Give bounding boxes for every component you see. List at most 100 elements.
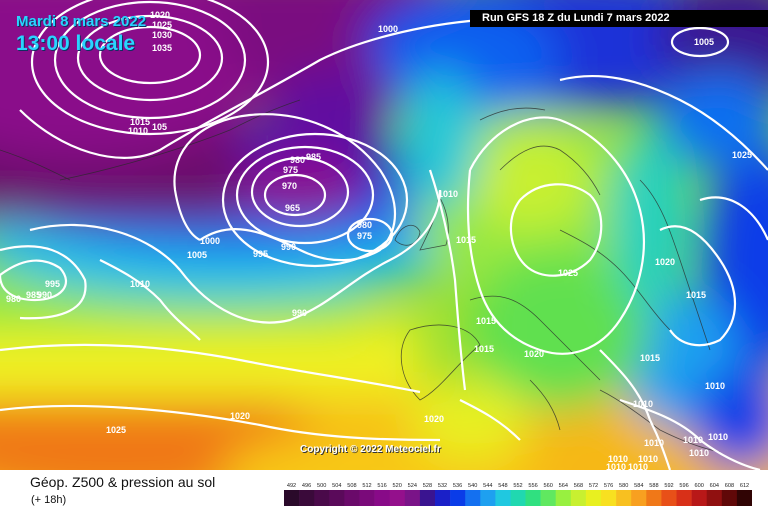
model-run-label: Run GFS 18 Z du Lundi 7 mars 2022 — [470, 10, 768, 27]
scale-tick-label: 532 — [438, 483, 447, 489]
isobar-label: 1015 — [456, 235, 476, 245]
scale-swatch — [360, 490, 375, 506]
scale-tick-label: 576 — [604, 483, 613, 489]
scale-swatch — [707, 490, 722, 506]
scale-tick-label: 516 — [377, 483, 386, 489]
isobar-label: 1000 — [200, 236, 220, 246]
scale-swatch — [329, 490, 344, 506]
scale-tick-label: 492 — [287, 483, 296, 489]
scale-swatch — [405, 490, 420, 506]
scale-tick-label: 548 — [498, 483, 507, 489]
scale-tick-label: 600 — [695, 483, 704, 489]
scale-tick-label: 556 — [528, 483, 537, 489]
scale-tick-label: 604 — [710, 483, 719, 489]
color-scale-tick-labels: 492 496 500 504 508 512 516 520 524 528 532 536 540 5… — [287, 483, 749, 489]
scale-tick-label: 520 — [393, 483, 402, 489]
scale-swatch — [299, 490, 314, 506]
isobar-label: 1005 — [187, 250, 207, 260]
scale-swatch — [420, 490, 435, 506]
scale-swatch — [435, 490, 450, 506]
isobar-label: 990 — [37, 290, 52, 300]
scale-swatch — [692, 490, 707, 506]
isobar-label: 975 — [283, 165, 298, 175]
scale-swatch — [737, 490, 752, 506]
scale-tick-label: 528 — [423, 483, 432, 489]
scale-tick-label: 572 — [589, 483, 598, 489]
isobar-label: 980 — [6, 294, 21, 304]
isobar-label: 980 — [357, 220, 372, 230]
scale-swatch — [601, 490, 616, 506]
isobar-label: 970 — [282, 181, 297, 191]
isobar-label: 1020 — [150, 10, 170, 20]
isobar-label: 995 — [253, 249, 268, 259]
scale-swatch — [586, 490, 601, 506]
scale-swatch — [616, 490, 631, 506]
scale-swatch — [722, 490, 737, 506]
isobar-label: 1025 — [558, 268, 578, 278]
isobar-label: 1010 — [683, 435, 703, 445]
forecast-time: 13:00 locale — [16, 33, 135, 55]
isobar-label: 105 — [152, 122, 167, 132]
isobar-label: 1015 — [476, 316, 496, 326]
scale-swatch — [450, 490, 465, 506]
isobar-label: 1015 — [474, 344, 494, 354]
scale-tick-label: 580 — [619, 483, 628, 489]
isobar-label: 1020 — [524, 349, 544, 359]
scale-swatch — [556, 490, 571, 506]
scale-tick-label: 592 — [664, 483, 673, 489]
scale-swatch — [465, 490, 480, 506]
scale-tick-label: 524 — [408, 483, 417, 489]
isobar-label: 1010 — [633, 399, 653, 409]
isobar-label: 1005 — [694, 37, 714, 47]
scale-tick-label: 564 — [559, 483, 568, 489]
isobar-label: 1020 — [655, 257, 675, 267]
isobar-label: 1035 — [152, 43, 172, 53]
isobar-label: 1010 — [128, 126, 148, 136]
forecast-date: Mardi 8 mars 2022 — [16, 14, 146, 30]
isobar-label: 1010 — [708, 432, 728, 442]
scale-swatch — [344, 490, 359, 506]
isobar-label: 1010 — [130, 279, 150, 289]
isobar-label: 1020 — [230, 411, 250, 421]
scale-swatch — [661, 490, 676, 506]
scale-swatch — [480, 490, 495, 506]
scale-swatch — [284, 490, 299, 506]
scale-tick-label: 612 — [740, 483, 749, 489]
isobar-label: 965 — [285, 203, 300, 213]
scale-tick-label: 560 — [544, 483, 553, 489]
scale-swatch — [526, 490, 541, 506]
scale-tick-label: 508 — [347, 483, 356, 489]
isobar-label: 1010 — [438, 189, 458, 199]
isobar-label: 995 — [45, 279, 60, 289]
forecast-offset: (+ 18h) — [31, 494, 66, 506]
copyright-notice: Copyright © 2022 Meteociel.fr — [300, 444, 441, 455]
scale-swatch — [631, 490, 646, 506]
isobar-label: 975 — [357, 231, 372, 241]
scale-swatch — [571, 490, 586, 506]
isobar-label: 985 — [306, 152, 321, 162]
isobar-label: 1015 — [686, 290, 706, 300]
isobar-label: 990 — [281, 242, 296, 252]
isobar-label: 1030 — [152, 30, 172, 40]
scale-swatch — [646, 490, 661, 506]
isobar-label: 1025 — [732, 150, 752, 160]
isobar-label: 1010 — [644, 438, 664, 448]
scale-swatch — [511, 490, 526, 506]
isobar-label: 1000 — [378, 24, 398, 34]
scale-tick-label: 568 — [574, 483, 583, 489]
isobar-label: 1010 — [705, 381, 725, 391]
scale-tick-label: 544 — [483, 483, 492, 489]
isobar-label: 980 — [290, 155, 305, 165]
scale-swatch — [541, 490, 556, 506]
isobar-label: 1015 — [640, 353, 660, 363]
scale-tick-label: 608 — [725, 483, 734, 489]
scale-tick-label: 512 — [362, 483, 371, 489]
scale-tick-label: 552 — [513, 483, 522, 489]
isobar-label: 1025 — [106, 425, 126, 435]
scale-swatch — [495, 490, 510, 506]
scale-tick-label: 540 — [468, 483, 477, 489]
isobar-label: 1025 — [152, 20, 172, 30]
scale-tick-label: 584 — [634, 483, 643, 489]
isobar-label: 1010 — [628, 462, 648, 470]
